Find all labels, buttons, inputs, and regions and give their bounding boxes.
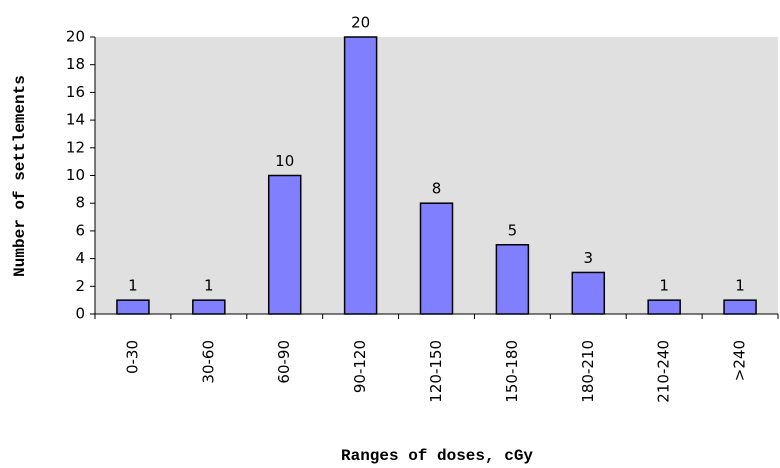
value-label: 3	[584, 249, 594, 267]
y-tick-label: 10	[66, 166, 85, 184]
value-label: 5	[508, 221, 518, 239]
value-label: 1	[204, 277, 214, 295]
x-tick-label: 120-150	[427, 340, 445, 403]
x-tick-label: 60-90	[275, 340, 293, 384]
y-tick-label: 14	[66, 111, 85, 129]
bar	[419, 202, 454, 315]
y-tick-label: 0	[75, 305, 85, 323]
y-tick-label: 8	[75, 194, 85, 212]
x-tick-label: 30-60	[199, 340, 217, 384]
bar	[267, 174, 302, 315]
x-tick-label: >240	[731, 340, 749, 381]
y-axis-title: Number of settlements	[11, 75, 29, 277]
value-label: 20	[351, 14, 370, 32]
x-tick-label: 150-180	[503, 340, 521, 403]
value-label: 10	[275, 152, 294, 170]
x-tick-label: 210-240	[655, 340, 673, 403]
x-tick-label: 180-210	[579, 340, 597, 403]
x-tick-label: 0-30	[123, 340, 141, 374]
x-axis-title: Ranges of doses, cGy	[341, 447, 533, 465]
y-tick-label: 2	[75, 277, 85, 295]
value-label: 1	[128, 277, 138, 295]
bar	[343, 36, 378, 315]
y-tick-label: 20	[66, 28, 85, 46]
value-label: 8	[432, 180, 442, 198]
bar	[571, 271, 606, 315]
bar	[192, 299, 226, 315]
bar	[723, 299, 757, 315]
y-tick-label: 18	[66, 55, 85, 73]
bar	[495, 244, 530, 315]
y-tick-label: 6	[75, 221, 85, 239]
y-tick-label: 16	[66, 83, 85, 101]
x-tick-label: 90-120	[351, 340, 369, 393]
bar	[647, 299, 681, 315]
value-label: 1	[735, 277, 745, 295]
y-tick-label: 12	[66, 138, 85, 156]
y-tick-label: 4	[75, 249, 85, 267]
bar	[116, 299, 150, 315]
value-label: 1	[659, 277, 669, 295]
